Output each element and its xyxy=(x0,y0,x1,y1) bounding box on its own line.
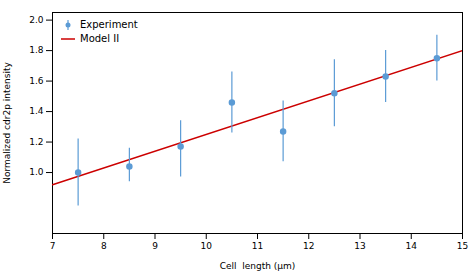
svg-text:14: 14 xyxy=(406,241,418,251)
html-text:Model II: Model II xyxy=(80,33,120,44)
svg-text:1.0: 1.0 xyxy=(29,167,44,177)
svg-text:Normalized cdr2p intensity: Normalized cdr2p intensity xyxy=(2,62,12,184)
svg-text:1.2: 1.2 xyxy=(29,137,43,147)
svg-text:8: 8 xyxy=(101,241,107,251)
svg-text:Cell length (μm): Cell length (μm) xyxy=(220,261,296,271)
svg-text:9: 9 xyxy=(152,241,158,251)
svg-text:7: 7 xyxy=(50,241,56,251)
svg-text:12: 12 xyxy=(303,241,314,251)
svg-text:2.0: 2.0 xyxy=(29,15,44,25)
svg-text:15: 15 xyxy=(457,241,468,251)
svg-text:1.4: 1.4 xyxy=(29,106,44,116)
svg-text:13: 13 xyxy=(354,241,365,251)
html-text:Experiment: Experiment xyxy=(80,19,138,30)
svg-text:1.8: 1.8 xyxy=(29,45,44,55)
svg-text:1.6: 1.6 xyxy=(29,76,44,86)
svg-text:10: 10 xyxy=(201,241,213,251)
svg-text:11: 11 xyxy=(252,241,263,251)
